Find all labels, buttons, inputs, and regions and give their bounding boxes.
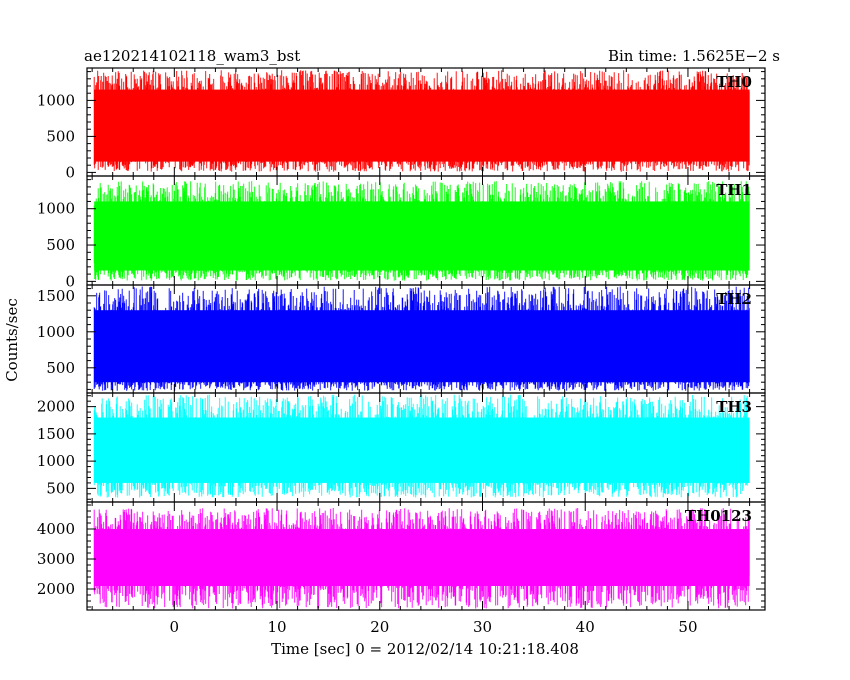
panel-series-group (93, 181, 750, 281)
y-tick-label: 2000 (37, 580, 75, 598)
series-label-th3: TH3 (716, 398, 752, 416)
y-tick-label: 0 (65, 163, 75, 181)
x-axis-label: Time [sec] 0 = 2012/02/14 10:21:18.408 (271, 640, 579, 658)
y-tick-label: 1000 (37, 200, 75, 218)
panel-series-group (93, 394, 750, 498)
plot-title-right: Bin time: 1.5625E−2 s (608, 47, 780, 65)
panel-series-group (93, 70, 750, 172)
panel-th0123: 2000 3000 4000 TH0123 (37, 501, 766, 611)
panel-series-group (93, 508, 750, 609)
y-tick-label: 4000 (37, 520, 75, 538)
y-tick-label: 500 (46, 127, 75, 145)
series-line-th3 (93, 394, 750, 498)
series-line-th0 (93, 70, 750, 172)
series-line-th2 (93, 286, 750, 391)
series-line-th0123 (93, 508, 750, 609)
series-label-th0123: TH0123 (685, 507, 752, 525)
y-axis-label: Counts/sec (3, 298, 21, 382)
y-tick-label: 1000 (37, 452, 75, 470)
y-tick-label: 3000 (37, 550, 75, 568)
y-tick-label: 1000 (37, 91, 75, 109)
y-tick-label: 1000 (37, 323, 75, 341)
x-axis: 0 10 20 30 40 50 (170, 618, 698, 636)
y-tick-label: 1500 (37, 287, 75, 305)
y-tick-label: 500 (46, 359, 75, 377)
x-tick-label: 10 (267, 618, 286, 636)
series-label-th1: TH1 (716, 181, 752, 199)
x-tick-label: 30 (473, 618, 492, 636)
panel-series-group (93, 286, 750, 391)
y-tick-label: 0 (65, 272, 75, 290)
series-label-th2: TH2 (716, 290, 752, 308)
panel-th0: 0 500 1000 TH0 (37, 67, 766, 181)
series-label-th0: TH0 (716, 73, 752, 91)
panel-th1: 0 500 1000 TH1 (37, 175, 766, 290)
y-tick-label: 500 (46, 479, 75, 497)
panel-frame (86, 501, 766, 611)
panel-th3: 500 1000 1500 2000 TH3 (37, 392, 766, 503)
y-tick-label: 2000 (37, 398, 75, 416)
y-tick-label: 500 (46, 236, 75, 254)
panel-th2: 500 1000 1500 TH2 (37, 284, 766, 394)
series-line-th1 (93, 181, 750, 281)
x-tick-label: 50 (678, 618, 697, 636)
y-tick-label: 1500 (37, 425, 75, 443)
plot-title-left: ae120214102118_wam3_bst (84, 47, 300, 65)
x-tick-label: 20 (370, 618, 389, 636)
panels-group: 0 500 1000 TH0 0 500 1000 TH1 500 1000 1500 TH2 500 1… (37, 67, 766, 611)
x-tick-label: 40 (576, 618, 595, 636)
x-tick-label: 0 (170, 618, 180, 636)
